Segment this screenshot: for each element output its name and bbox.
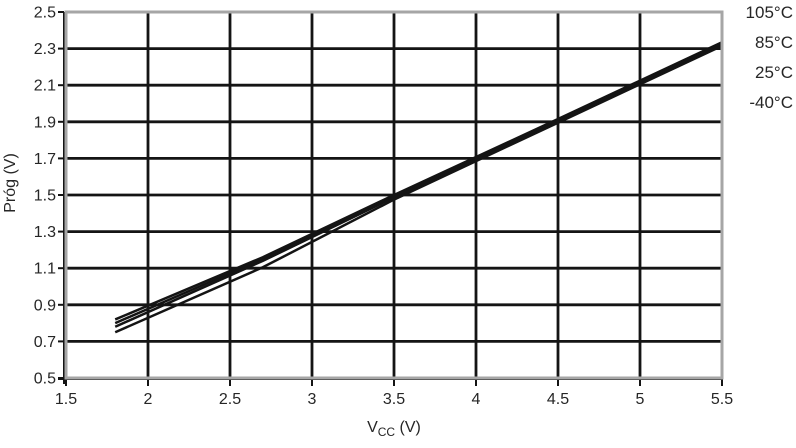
data-line-minus-40c <box>114 44 723 334</box>
legend-item-minus-40c: -40°C <box>749 93 793 112</box>
x-tick-label: 3.5 <box>383 391 405 408</box>
y-tick-label: 1.7 <box>34 151 56 168</box>
x-axis-title: VCC (V) <box>66 419 722 439</box>
y-tick-label: 0.7 <box>34 334 56 351</box>
y-axis-title: Próg (V) <box>2 153 19 213</box>
plot-frame <box>64 10 724 380</box>
x-axis-title-subscript: CC <box>377 425 396 440</box>
x-tick-label: 4 <box>472 391 481 408</box>
legend-item-85c: 85°C <box>755 33 793 52</box>
legend-item-25c: 25°C <box>755 63 793 82</box>
x-tick-label: 5 <box>636 391 645 408</box>
x-tick-label: 1.5 <box>55 391 77 408</box>
x-tick-label: 2 <box>144 391 153 408</box>
x-axis-title-suffix: (V) <box>395 419 421 436</box>
x-tick-label: 3 <box>308 391 317 408</box>
y-tick-label: 1.1 <box>34 261 56 278</box>
x-tick-label: 5.5 <box>711 391 733 408</box>
y-tick-label: 1.3 <box>34 224 56 241</box>
y-tick-label: 1.9 <box>34 114 56 131</box>
y-tick-label: 2.3 <box>34 41 56 58</box>
y-tick-label: 0.9 <box>34 297 56 314</box>
y-tick-label: 0.5 <box>34 371 56 388</box>
x-tick-label: 2.5 <box>219 391 241 408</box>
data-line-25c <box>114 42 723 328</box>
y-tick-label: 1.5 <box>34 188 56 205</box>
legend: 105°C 85°C 25°C -40°C <box>746 0 793 118</box>
y-tick-label: 2.1 <box>34 78 56 95</box>
x-axis-title-base: V <box>367 419 378 436</box>
legend-item-105c: 105°C <box>745 3 793 22</box>
y-tick-label: 2.5 <box>34 5 56 22</box>
x-tick-label: 4.5 <box>547 391 569 408</box>
data-line-105c <box>114 41 723 321</box>
